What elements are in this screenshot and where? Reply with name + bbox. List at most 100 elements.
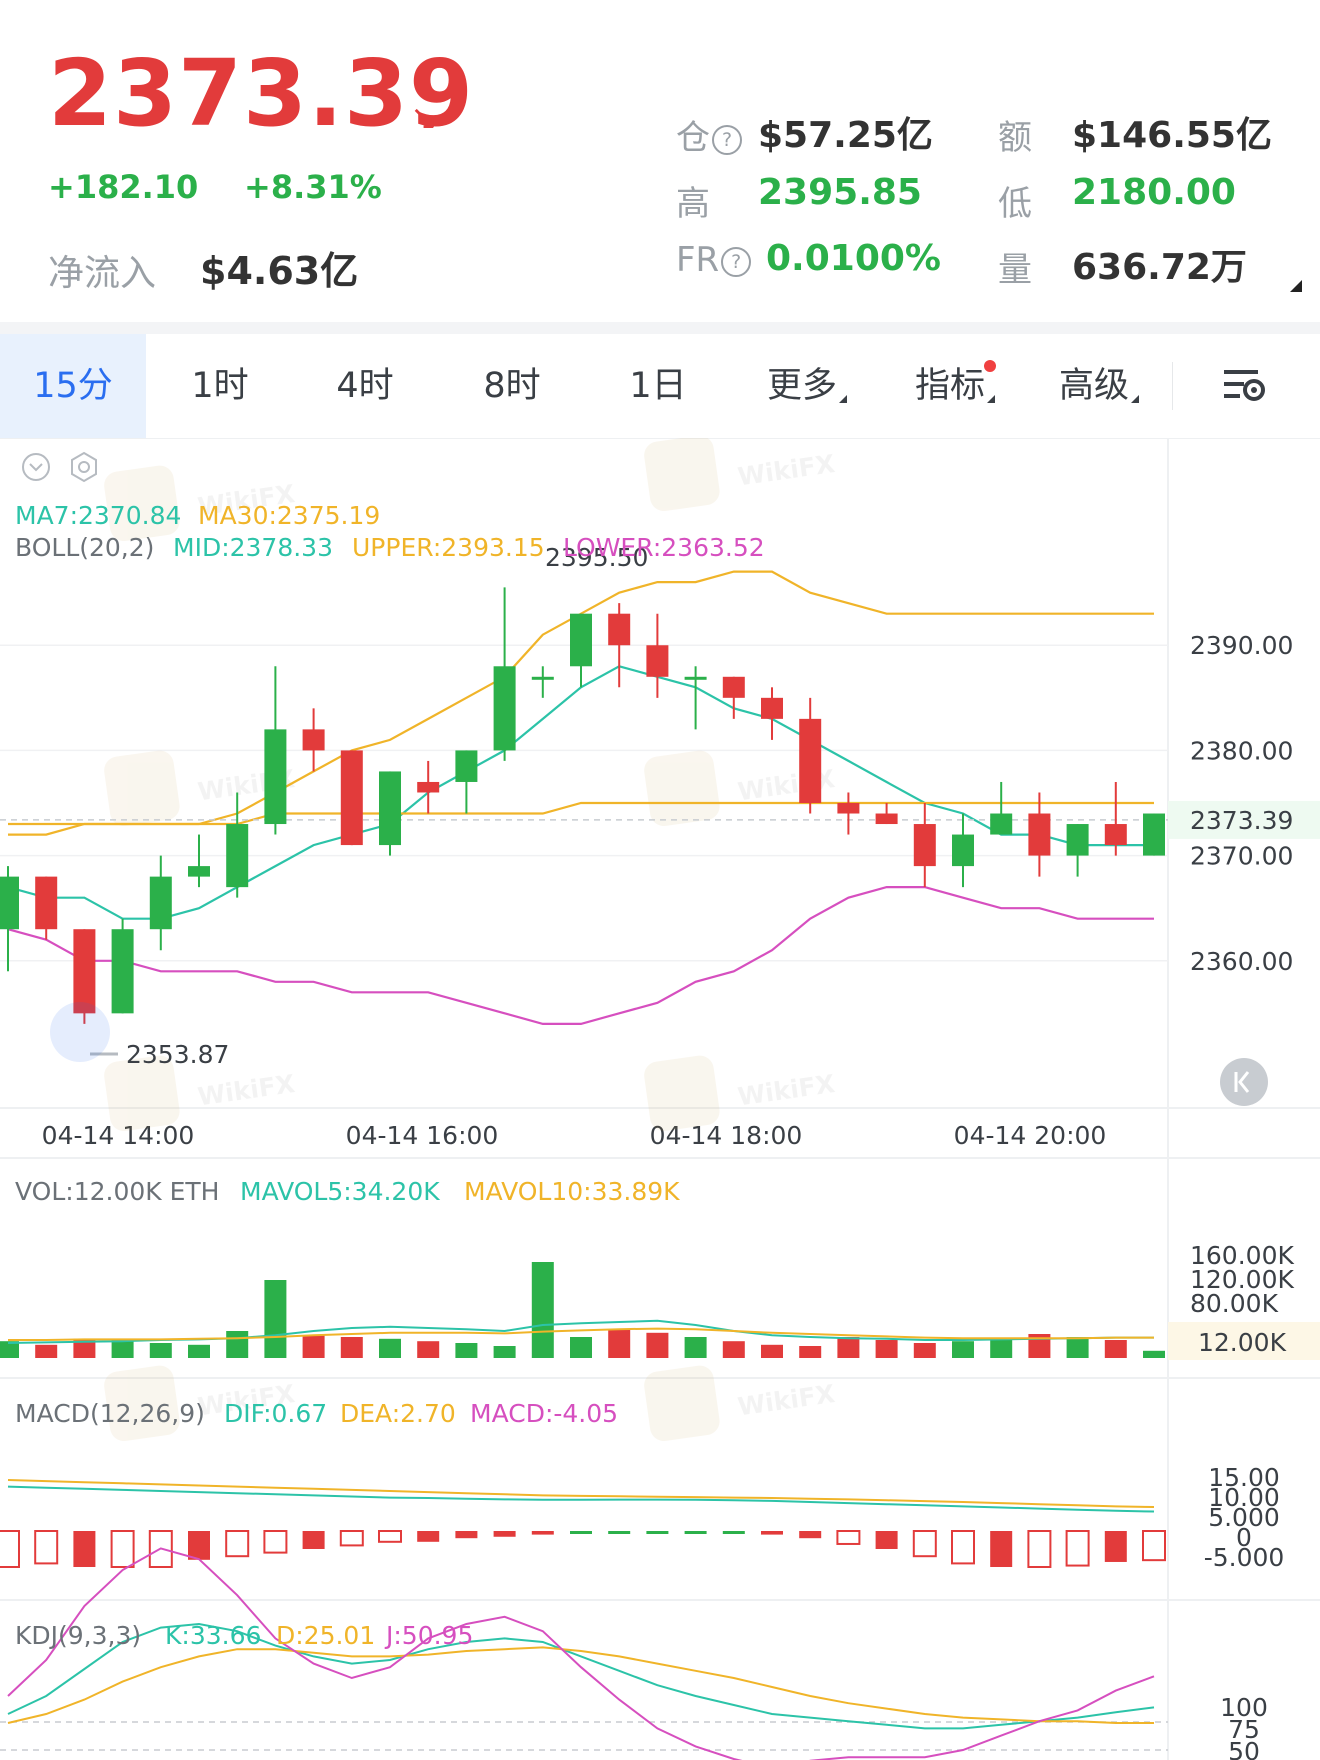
- k-legend: K:33.66: [165, 1621, 261, 1650]
- candle-body: [0, 876, 19, 930]
- candle-body: [646, 645, 669, 677]
- watermark-logo-icon: [644, 1055, 720, 1132]
- macd-histogram-bar: [263, 1530, 288, 1554]
- tab-8h[interactable]: 8时: [483, 366, 541, 406]
- tab-indicators[interactable]: 指标: [900, 334, 1010, 438]
- volume-bar: [722, 1341, 745, 1358]
- macd-histogram-bar: [188, 1531, 210, 1560]
- amount-value: $146.55亿: [1072, 115, 1272, 156]
- ma7-line: [7, 665, 1154, 920]
- macd-histogram-bar: [836, 1530, 861, 1545]
- watermark-logo-icon: [104, 750, 180, 827]
- watermark-logo-icon: [644, 750, 720, 827]
- dropdown-triangle-icon: [1131, 395, 1139, 403]
- wikifx-watermark: WikiFX: [644, 1055, 837, 1132]
- notification-dot: [984, 360, 996, 372]
- d-legend: D:25.01: [276, 1621, 375, 1650]
- candle-body: [1066, 824, 1089, 856]
- volume-label: 量: [998, 250, 1032, 290]
- funding-rate-label[interactable]: FR?: [676, 240, 752, 280]
- y-tick-label: 2360.00: [1190, 947, 1293, 976]
- price-change: +182.10: [48, 168, 199, 206]
- help-icon[interactable]: ?: [721, 246, 752, 277]
- watermark-text: WikiFX: [196, 1069, 297, 1111]
- collapse-chevron-mark: [29, 463, 43, 472]
- chart-settings-icon[interactable]: [1222, 364, 1270, 412]
- macd-histogram-bar: [608, 1531, 631, 1534]
- macd-histogram-bar: [455, 1531, 478, 1539]
- price-change-percent: +8.31%: [244, 168, 382, 206]
- high-label: 高: [676, 184, 710, 224]
- wikifx-watermark: WikiFX: [104, 750, 297, 827]
- candle-body: [722, 676, 745, 698]
- candle-body: [761, 697, 783, 719]
- volume-bar: [646, 1332, 669, 1358]
- candle-body: [570, 613, 592, 667]
- open-interest-label[interactable]: 仓?: [676, 110, 742, 159]
- volume-current-label: 12.00K: [1198, 1328, 1287, 1357]
- open-interest-value: $57.25亿: [758, 115, 933, 156]
- volume-bar: [952, 1341, 974, 1358]
- tab-advanced[interactable]: 高级: [1044, 334, 1154, 438]
- watermark-text: WikiFX: [736, 1069, 837, 1111]
- help-icon[interactable]: ?: [712, 124, 742, 155]
- macd-histogram-bar: [493, 1531, 516, 1537]
- expand-corner-icon[interactable]: [1290, 280, 1302, 292]
- macd-histogram-bar: [646, 1531, 669, 1534]
- macd-histogram-bar: [302, 1531, 325, 1549]
- boll-mid-legend: MID:2378.33: [173, 533, 333, 562]
- candle-body: [1028, 813, 1051, 856]
- settings-gear-center: [78, 461, 90, 473]
- funding-rate-value: 0.0100%: [766, 238, 941, 279]
- tab-15m[interactable]: 15分: [0, 334, 146, 438]
- kline-chart[interactable]: 2390.00 2380.00 2370.00 2360.00 04-14 14:00 0…: [0, 438, 1320, 1760]
- macd-y-tick: 15.00: [1208, 1463, 1280, 1492]
- collapse-chevron-icon[interactable]: [22, 453, 50, 481]
- candle-body: [1143, 813, 1165, 856]
- candle-body: [188, 866, 210, 877]
- volume-bar: [1028, 1334, 1051, 1358]
- y-tick-label: 2370.00: [1190, 842, 1293, 871]
- macd-histogram-bar: [761, 1531, 783, 1535]
- macd-histogram-bar: [417, 1531, 440, 1542]
- candle-body: [149, 876, 172, 930]
- ma30-legend: MA30:2375.19: [198, 501, 380, 530]
- dea-legend: DEA:2.70: [340, 1399, 456, 1428]
- volume-current-tag: [1168, 1322, 1320, 1360]
- volume-bar: [837, 1337, 860, 1358]
- candle-body: [952, 834, 974, 867]
- j-legend: J:50.95: [384, 1621, 473, 1650]
- volume-bar: [35, 1344, 58, 1358]
- vol-legend: VOL:12.00K ETH: [15, 1177, 219, 1206]
- tab-4h[interactable]: 4时: [336, 366, 394, 406]
- net-inflow-value: $4.63亿: [200, 249, 359, 293]
- volume-bar: [531, 1262, 554, 1358]
- candle-body: [799, 718, 822, 803]
- candle-body: [35, 876, 58, 930]
- crosshair-touch-icon[interactable]: [50, 1002, 110, 1062]
- tab-divider: [1172, 362, 1173, 410]
- net-inflow-label: 净流入: [48, 253, 157, 294]
- volume-bar: [302, 1335, 325, 1358]
- volume-value: 636.72万: [1072, 247, 1247, 288]
- settings-gear-icon[interactable]: [71, 451, 97, 483]
- candle-body: [226, 824, 249, 888]
- volume-bar: [149, 1343, 172, 1358]
- macd-histogram-bar: [34, 1530, 59, 1565]
- macd-histogram-bar: [531, 1531, 554, 1535]
- boll-upper-line: [8, 570, 1154, 826]
- tab-1h[interactable]: 1时: [191, 366, 249, 406]
- j-line: [7, 1547, 1155, 1760]
- macd-histogram-bar: [684, 1531, 707, 1534]
- current-price: 2373.39: [48, 40, 475, 147]
- section-divider: [0, 322, 1320, 334]
- low-value: 2180.00: [1072, 172, 1236, 213]
- macd-histogram-bar: [378, 1530, 402, 1543]
- macd-histogram-bar: [799, 1531, 822, 1539]
- macd-histogram-bar: [722, 1531, 745, 1534]
- tab-1d[interactable]: 1日: [629, 366, 687, 406]
- jump-to-latest-icon[interactable]: [1220, 1058, 1268, 1106]
- volume-bar: [417, 1341, 440, 1358]
- tab-more[interactable]: 更多: [752, 334, 862, 438]
- candle-body: [455, 750, 478, 782]
